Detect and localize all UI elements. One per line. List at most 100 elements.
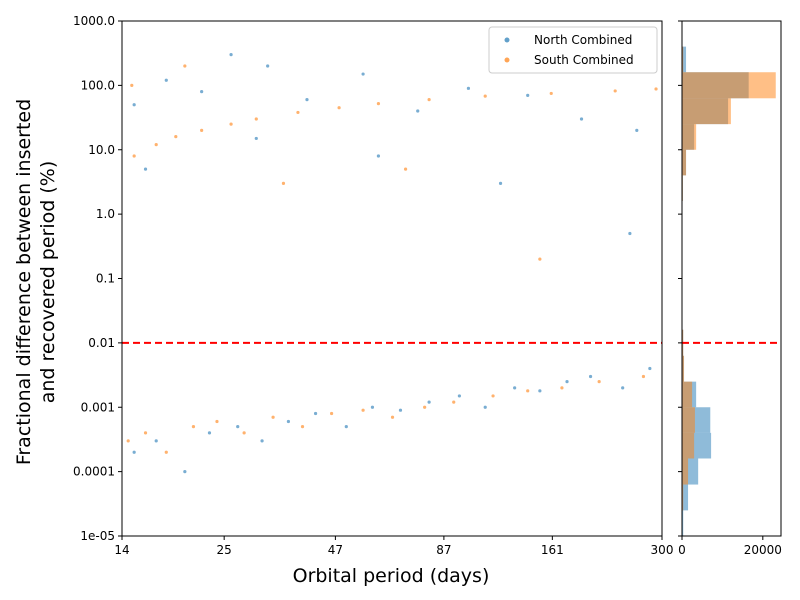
point — [491, 394, 495, 398]
legend-label: North Combined — [534, 33, 632, 47]
point — [513, 386, 517, 390]
y-tick-label: 10.0 — [88, 143, 115, 157]
point — [132, 103, 136, 107]
histogram-bar — [682, 407, 695, 433]
point — [565, 380, 569, 384]
histogram-bar — [682, 381, 693, 408]
point — [549, 91, 553, 96]
point — [361, 408, 365, 412]
point — [376, 102, 381, 106]
x-tick-label: 161 — [541, 543, 564, 557]
point — [132, 450, 136, 454]
point — [398, 408, 403, 412]
x-tick-label: 0 — [678, 543, 686, 557]
point — [498, 181, 503, 186]
point — [300, 425, 305, 429]
point — [423, 405, 427, 409]
y-axis-label: and recovered period (%) — [37, 161, 59, 404]
point — [229, 53, 233, 57]
point — [628, 231, 632, 236]
point — [215, 419, 219, 424]
point — [579, 117, 584, 121]
point — [130, 83, 134, 87]
y-tick-label: 0.01 — [88, 336, 115, 350]
histogram-bar — [682, 484, 684, 511]
point — [164, 78, 168, 82]
point — [621, 386, 625, 390]
point — [376, 154, 381, 158]
point — [390, 415, 395, 419]
point — [483, 94, 487, 98]
point — [538, 257, 542, 261]
x-tick-label: 14 — [114, 543, 129, 557]
point — [654, 87, 658, 91]
histogram-bar — [682, 355, 685, 382]
point — [200, 90, 204, 94]
point — [154, 143, 158, 147]
point — [154, 439, 158, 443]
histogram-bar — [682, 124, 697, 150]
y-tick-label: 0.001 — [81, 400, 115, 414]
point — [457, 394, 461, 398]
point — [313, 411, 318, 416]
point — [330, 411, 334, 416]
histogram-bar — [682, 484, 689, 511]
legend-marker — [504, 57, 510, 63]
point — [452, 400, 456, 404]
legend-label: South Combined — [534, 53, 634, 67]
point — [281, 181, 286, 186]
point — [613, 89, 617, 93]
point — [229, 122, 233, 126]
point — [305, 98, 309, 102]
x-tick-label: 25 — [217, 543, 232, 557]
point — [416, 109, 420, 113]
histogram-bar — [682, 72, 776, 99]
y-tick-label: 0.0001 — [73, 465, 115, 479]
histogram-bar — [682, 46, 684, 73]
point — [286, 419, 291, 424]
point — [266, 64, 270, 68]
histogram-bar — [682, 46, 687, 73]
x-tick-label: 87 — [436, 543, 451, 557]
point — [254, 136, 258, 141]
legend-marker — [504, 37, 510, 43]
point — [236, 425, 240, 429]
y-tick-label: 0.1 — [96, 272, 115, 286]
point — [183, 64, 187, 68]
point — [403, 167, 408, 171]
point — [361, 72, 365, 76]
histogram-bar — [682, 149, 687, 176]
point — [538, 389, 542, 393]
point — [641, 374, 646, 379]
y-tick-label: 1000.0 — [73, 14, 115, 28]
histogram-bar — [682, 432, 695, 459]
y-tick-label: 100.0 — [81, 78, 115, 92]
legend-box — [488, 26, 658, 74]
x-tick-label: 47 — [328, 543, 343, 557]
point — [344, 425, 348, 429]
point — [337, 106, 341, 110]
y-tick-label: 1.0 — [96, 207, 115, 221]
histogram-bar — [682, 98, 731, 125]
point — [635, 128, 639, 132]
point — [207, 431, 212, 435]
point — [483, 405, 487, 409]
point — [560, 386, 564, 390]
point — [597, 380, 601, 384]
point — [254, 117, 258, 121]
point — [588, 374, 593, 379]
point — [143, 167, 148, 171]
point — [427, 98, 431, 102]
point — [271, 415, 275, 419]
point — [164, 450, 168, 454]
point — [183, 470, 187, 474]
point — [648, 366, 652, 371]
y-tick-label: 1e-05 — [80, 529, 115, 543]
x-tick-label: 300 — [651, 543, 674, 557]
histogram-bar — [682, 458, 689, 485]
point — [370, 405, 375, 409]
point — [143, 431, 148, 435]
point — [126, 439, 130, 443]
